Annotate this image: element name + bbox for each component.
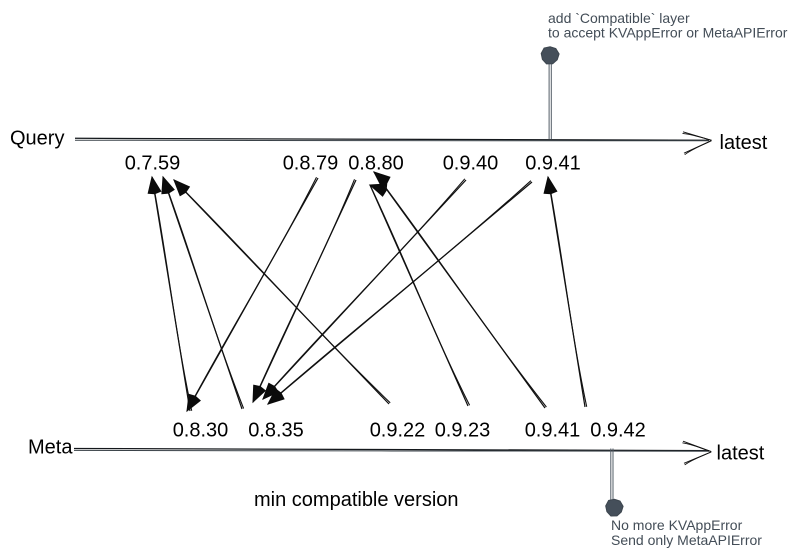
svg-text:latest: latest [717,443,765,465]
svg-text:0.8.80: 0.8.80 [348,153,404,175]
svg-text:latest: latest [720,132,768,154]
svg-text:0.8.79: 0.8.79 [283,153,339,175]
svg-text:0.8.30: 0.8.30 [173,420,229,442]
svg-text:0.9.22: 0.9.22 [370,420,426,442]
svg-text:min compatible version: min compatible version [254,489,459,511]
svg-text:0.9.41: 0.9.41 [525,420,581,442]
svg-text:Meta: Meta [28,437,73,459]
svg-text:0.7.59: 0.7.59 [125,153,181,175]
svg-text:0.9.42: 0.9.42 [590,420,646,442]
svg-text:No more KVAppError: No more KVAppError [611,517,743,533]
svg-text:0.8.35: 0.8.35 [248,420,304,442]
svg-text:0.9.23: 0.9.23 [435,420,491,442]
svg-text:0.9.41: 0.9.41 [525,153,581,175]
svg-text:Query: Query [10,128,64,150]
svg-text:0.9.40: 0.9.40 [443,153,499,175]
svg-text:Send only MetaAPIError: Send only MetaAPIError [611,532,762,548]
svg-text:add `Compatible` layer: add `Compatible` layer [548,10,690,26]
svg-text:to accept KVAppError or MetaAP: to accept KVAppError or MetaAPIError [548,25,788,41]
